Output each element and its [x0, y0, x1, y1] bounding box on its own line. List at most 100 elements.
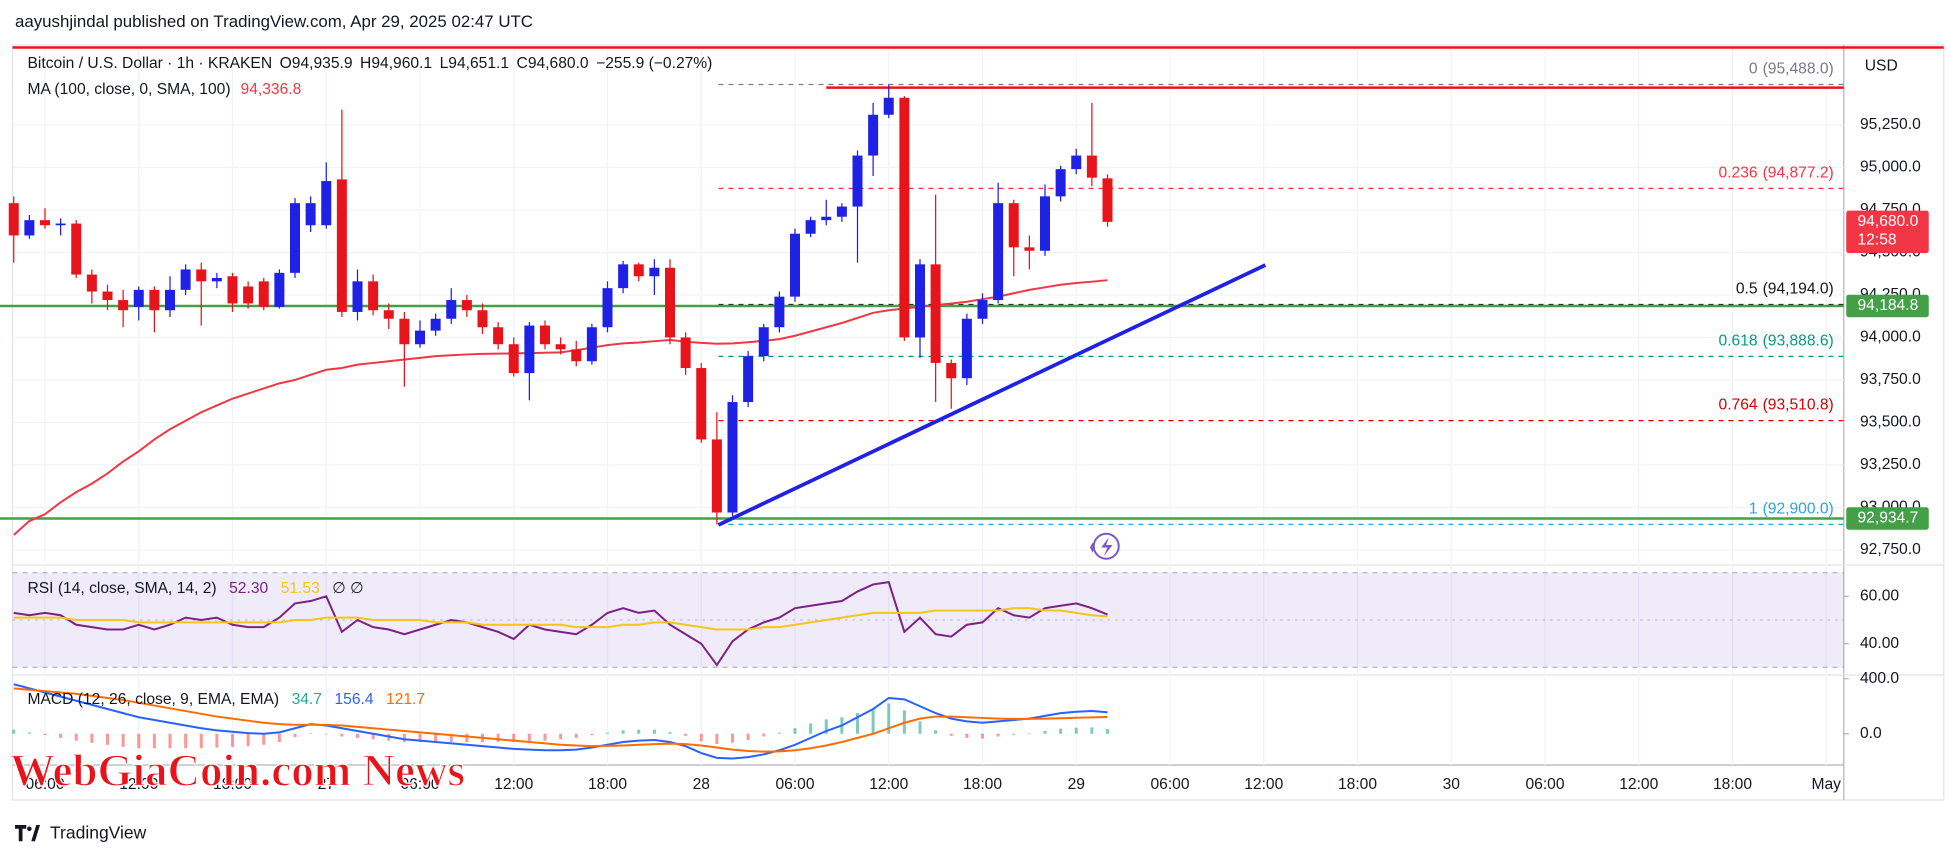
histogram-bar: [574, 733, 578, 738]
histogram-bar: [246, 733, 250, 747]
histogram-bar: [277, 733, 281, 743]
candle-body: [258, 281, 269, 307]
histogram-bar: [699, 733, 703, 742]
logo-v: [31, 825, 40, 842]
histogram-bar: [621, 730, 625, 734]
histogram-bar: [527, 733, 531, 742]
candle-body: [602, 288, 613, 328]
histogram-bar: [59, 733, 63, 738]
candle-body: [1086, 155, 1097, 178]
x-tick-label: 06:00: [400, 776, 439, 793]
legend: MACD (12, 26, close, 9, EMA, EMA) 34.7 156…: [28, 691, 426, 708]
y-tick-label: 60.00: [1860, 587, 1899, 604]
candle-body: [883, 97, 894, 115]
candle-body: [899, 97, 910, 338]
candle-body: [649, 267, 660, 277]
histogram-bar: [918, 721, 922, 734]
histogram-bar: [434, 733, 438, 743]
candle-body: [727, 402, 738, 513]
x-tick-label: 28: [693, 776, 710, 793]
legend-item: RSI (14, close, SMA, 14, 2): [28, 580, 217, 597]
histogram-bar: [293, 733, 297, 738]
candle-body: [149, 289, 160, 311]
fib-label: 0.618 (93,888.6): [1719, 333, 1834, 350]
x-tick-label: 06:00: [1525, 776, 1564, 793]
legend-item: 94,680.0: [528, 55, 589, 72]
candle-body: [696, 368, 707, 440]
candle-body: [118, 300, 129, 311]
legend-item: 51.53: [281, 580, 320, 597]
candle-body: [852, 155, 863, 207]
trend-line: [717, 263, 1267, 527]
histogram-bar: [309, 733, 313, 734]
candle-body: [977, 300, 988, 319]
candle-body: [71, 223, 82, 275]
histogram-bar: [43, 733, 47, 736]
candle-body: [399, 318, 410, 345]
candle-body: [196, 269, 207, 282]
histogram-bar: [27, 732, 31, 734]
candle-body: [102, 291, 113, 301]
candle-body: [1071, 155, 1082, 170]
fib-label: 0.236 (94,877.2): [1719, 164, 1834, 181]
histogram-bar: [684, 733, 688, 736]
candle-body: [55, 223, 66, 226]
legend-item: 94,960.1: [371, 55, 432, 72]
price-label: 94,680.0: [1858, 213, 1919, 230]
legend-item: 52.30: [229, 580, 268, 597]
candle-body: [961, 318, 972, 379]
x-tick-label: 12:00: [869, 776, 908, 793]
y-tick-label: 95,250.0: [1860, 116, 1921, 133]
candle-body: [336, 179, 347, 312]
fib-price: (93,888.6): [1763, 333, 1834, 350]
x-tick-label: 06:00: [775, 776, 814, 793]
histogram-bar: [559, 733, 563, 740]
histogram-bar: [199, 733, 203, 749]
candle-body: [1024, 247, 1035, 251]
fib-price: (92,900.0): [1763, 501, 1834, 518]
legend: MA (100, close, 0, SMA, 100) 94,336.8: [28, 81, 302, 98]
histogram-bar: [652, 729, 656, 734]
histogram-bar: [1043, 731, 1047, 734]
x-tick-label: 30: [1443, 776, 1461, 793]
candle-body: [868, 114, 879, 156]
fib-label: 0 (95,488.0): [1749, 61, 1834, 78]
currency-box[interactable]: [1846, 50, 1942, 83]
histogram-bar: [777, 732, 781, 734]
price-label-box: [1846, 210, 1929, 254]
histogram-bar: [762, 733, 766, 737]
candle-body: [711, 439, 722, 513]
fib-label: 0.764 (93,510.8): [1719, 397, 1834, 414]
histogram-bar: [449, 733, 453, 743]
currency[interactable]: USD: [1865, 57, 1898, 74]
candle-body: [993, 203, 1004, 301]
histogram-bar: [340, 733, 344, 737]
fib-price: (95,488.0): [1763, 61, 1834, 78]
histogram-bar: [793, 728, 797, 734]
y-tick-label: 94,000.0: [1860, 329, 1921, 346]
x-tick-label: 18:00: [213, 776, 252, 793]
alert-icon[interactable]: [1090, 532, 1120, 560]
histogram-bar: [215, 733, 219, 748]
candle-body: [8, 203, 19, 236]
fib-ratio: 0.5: [1736, 281, 1758, 298]
alert-bolt[interactable]: [1101, 537, 1113, 557]
fib-ratio: 0: [1749, 61, 1758, 78]
publish-note: aayushjindal published on TradingView.co…: [15, 12, 533, 31]
histogram-bar: [1027, 733, 1031, 735]
candle-body: [805, 220, 816, 234]
fib-label: 1 (92,900.0): [1749, 501, 1834, 518]
candle-body: [758, 327, 769, 357]
fib-price: (93,510.8): [1763, 397, 1834, 414]
candle-body: [1055, 169, 1066, 197]
candle-body: [180, 269, 191, 290]
candle-body: [461, 300, 472, 311]
histogram-bar: [996, 733, 1000, 737]
y-tick-label: 93,250.0: [1860, 456, 1921, 473]
legend: Bitcoin / U.S. Dollar · 1h · KRAKEN O94,9…: [28, 55, 713, 72]
countdown: 12:58: [1858, 232, 1897, 249]
alert-spark: [1090, 542, 1095, 553]
